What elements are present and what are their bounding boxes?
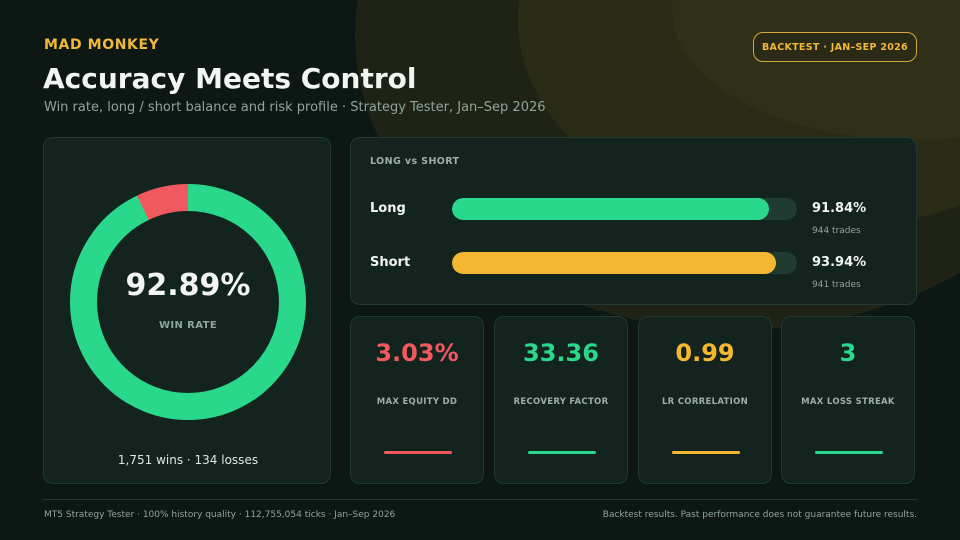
metric-accent-line xyxy=(384,451,452,454)
metric-accent-line xyxy=(528,451,596,454)
long-bar-fill xyxy=(452,198,769,220)
win-rate-donut xyxy=(70,184,306,420)
metric-label: MAX LOSS STREAK xyxy=(801,397,895,407)
metric-card-max-loss-streak: 3 MAX LOSS STREAK xyxy=(781,316,915,484)
short-percent: 93.94% xyxy=(812,255,867,270)
metric-value: 3 xyxy=(839,339,857,367)
metric-card-recovery-factor: 33.36 RECOVERY FACTOR xyxy=(494,316,628,484)
short-label: Short xyxy=(370,255,411,270)
long-bar-track xyxy=(452,198,797,220)
win-rate-card: 92.89% WIN RATE 1,751 wins · 134 losses xyxy=(43,137,331,484)
metric-value: 3.03% xyxy=(375,339,459,367)
short-bar-track xyxy=(452,252,797,274)
metric-card-max-equity-dd: 3.03% MAX EQUITY DD xyxy=(350,316,484,484)
metric-accent-line xyxy=(815,451,883,454)
metric-label: MAX EQUITY DD xyxy=(376,397,458,407)
long-row: Long 91.84% 944 trades xyxy=(351,198,918,251)
metric-label: RECOVERY FACTOR xyxy=(513,397,609,407)
brand-name: MAD MONKEY xyxy=(44,37,160,53)
long-short-card: LONG vs SHORT Long 91.84% 944 trades Sho… xyxy=(350,137,917,305)
metric-value: 0.99 xyxy=(675,339,735,367)
footer-source: MT5 Strategy Tester · 100% history quali… xyxy=(44,510,396,520)
footer-divider xyxy=(43,499,917,500)
metric-label: LR CORRELATION xyxy=(661,397,749,407)
donut-loss-arc xyxy=(70,184,306,420)
metric-card-lr-correlation: 0.99 LR CORRELATION xyxy=(638,316,772,484)
long-percent: 91.84% xyxy=(812,201,867,216)
wins-losses-summary: 1,751 wins · 134 losses xyxy=(117,453,259,467)
short-trades: 941 trades xyxy=(812,280,861,290)
short-bar-fill xyxy=(452,252,777,274)
period-badge: BACKTEST · JAN–SEP 2026 xyxy=(753,32,917,62)
short-row: Short 93.94% 941 trades xyxy=(351,252,918,305)
metric-value: 33.36 xyxy=(523,339,599,367)
long-trades: 944 trades xyxy=(812,226,861,236)
win-rate-label: WIN RATE xyxy=(158,320,218,331)
long-short-title: LONG vs SHORT xyxy=(370,156,460,167)
footer-disclaimer: Backtest results. Past performance does … xyxy=(602,510,917,520)
long-label: Long xyxy=(370,201,406,216)
metric-accent-line xyxy=(672,451,740,454)
page-title: Accuracy Meets Control xyxy=(43,62,417,95)
page-subtitle: Win rate, long / short balance and risk … xyxy=(44,100,546,115)
win-rate-value: 92.89% xyxy=(125,268,251,303)
